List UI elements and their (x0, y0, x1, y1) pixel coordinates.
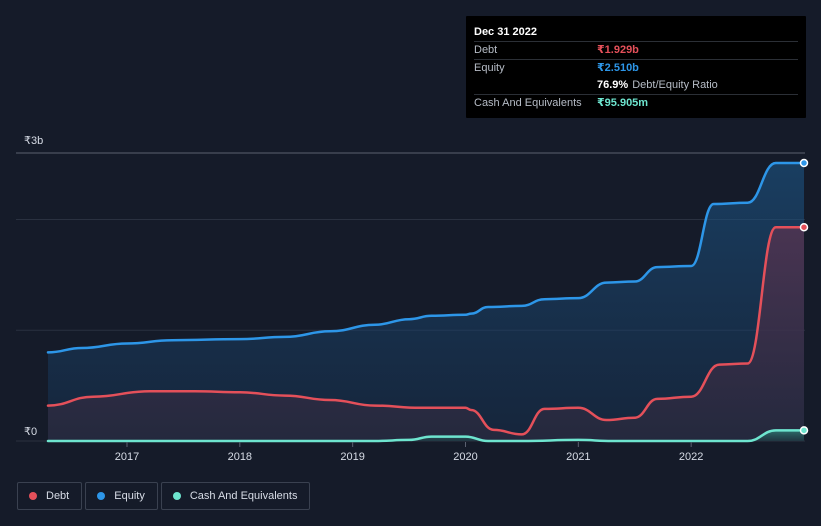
legend-debt-label: Debt (46, 490, 70, 502)
tooltip-debt-value: ₹1.929b (597, 44, 639, 56)
chart-legend: Debt Equity Cash And Equivalents (17, 482, 313, 510)
tooltip-debt-label: Debt (474, 44, 498, 56)
tooltip-row-debt: Debt ₹1.929b (474, 41, 798, 58)
x-tick-label: 2022 (679, 451, 703, 463)
debt-end-marker (799, 222, 809, 232)
legend-item-debt[interactable]: Debt (17, 482, 83, 510)
x-tick-label: 2017 (115, 451, 139, 463)
equity-end-marker (799, 158, 809, 168)
equity-line (46, 161, 806, 354)
tooltip-row-ratio: 76.9% Debt/Equity Ratio (474, 77, 798, 93)
equity-area (48, 163, 804, 441)
tooltip-cash-label: Cash And Equivalents (474, 97, 582, 109)
tooltip-row-equity: Equity ₹2.510b (474, 59, 798, 76)
x-tick-label: 2021 (566, 451, 590, 463)
legend-equity-label: Equity (114, 490, 145, 502)
legend-item-equity[interactable]: Equity (85, 482, 158, 510)
debt-line (46, 225, 806, 436)
tooltip-equity-value: ₹2.510b (597, 62, 639, 74)
cash-end-marker (799, 426, 809, 435)
y-tick-label: ₹3b (24, 135, 43, 147)
cash-dot-icon (172, 492, 181, 500)
tooltip-ratio-value: 76.9% (597, 79, 629, 91)
tooltip-date: Dec 31 2022 (474, 26, 537, 38)
tooltip-ratio-label: Debt/Equity Ratio (632, 79, 718, 91)
tooltip-cash-value: ₹95.905m (597, 97, 649, 109)
x-tick-label: 2020 (453, 451, 477, 463)
debt-dot-icon (29, 492, 37, 500)
legend-item-cash[interactable]: Cash And Equivalents (160, 482, 311, 510)
x-tick-label: 2018 (228, 451, 252, 463)
cash-area (48, 430, 804, 441)
equity-dot-icon (97, 492, 106, 500)
tooltip-panel: Dec 31 2022 Debt ₹1.929b Equity ₹2.510b … (466, 16, 806, 118)
y-tick-label: ₹0 (24, 426, 37, 438)
legend-cash-label: Cash And Equivalents (189, 490, 298, 502)
tooltip-row-cash: Cash And Equivalents ₹95.905m (474, 94, 798, 111)
cash-line (46, 429, 806, 443)
tooltip-equity-label: Equity (474, 62, 505, 74)
debt-area (48, 227, 804, 441)
x-tick-label: 2019 (340, 451, 364, 463)
